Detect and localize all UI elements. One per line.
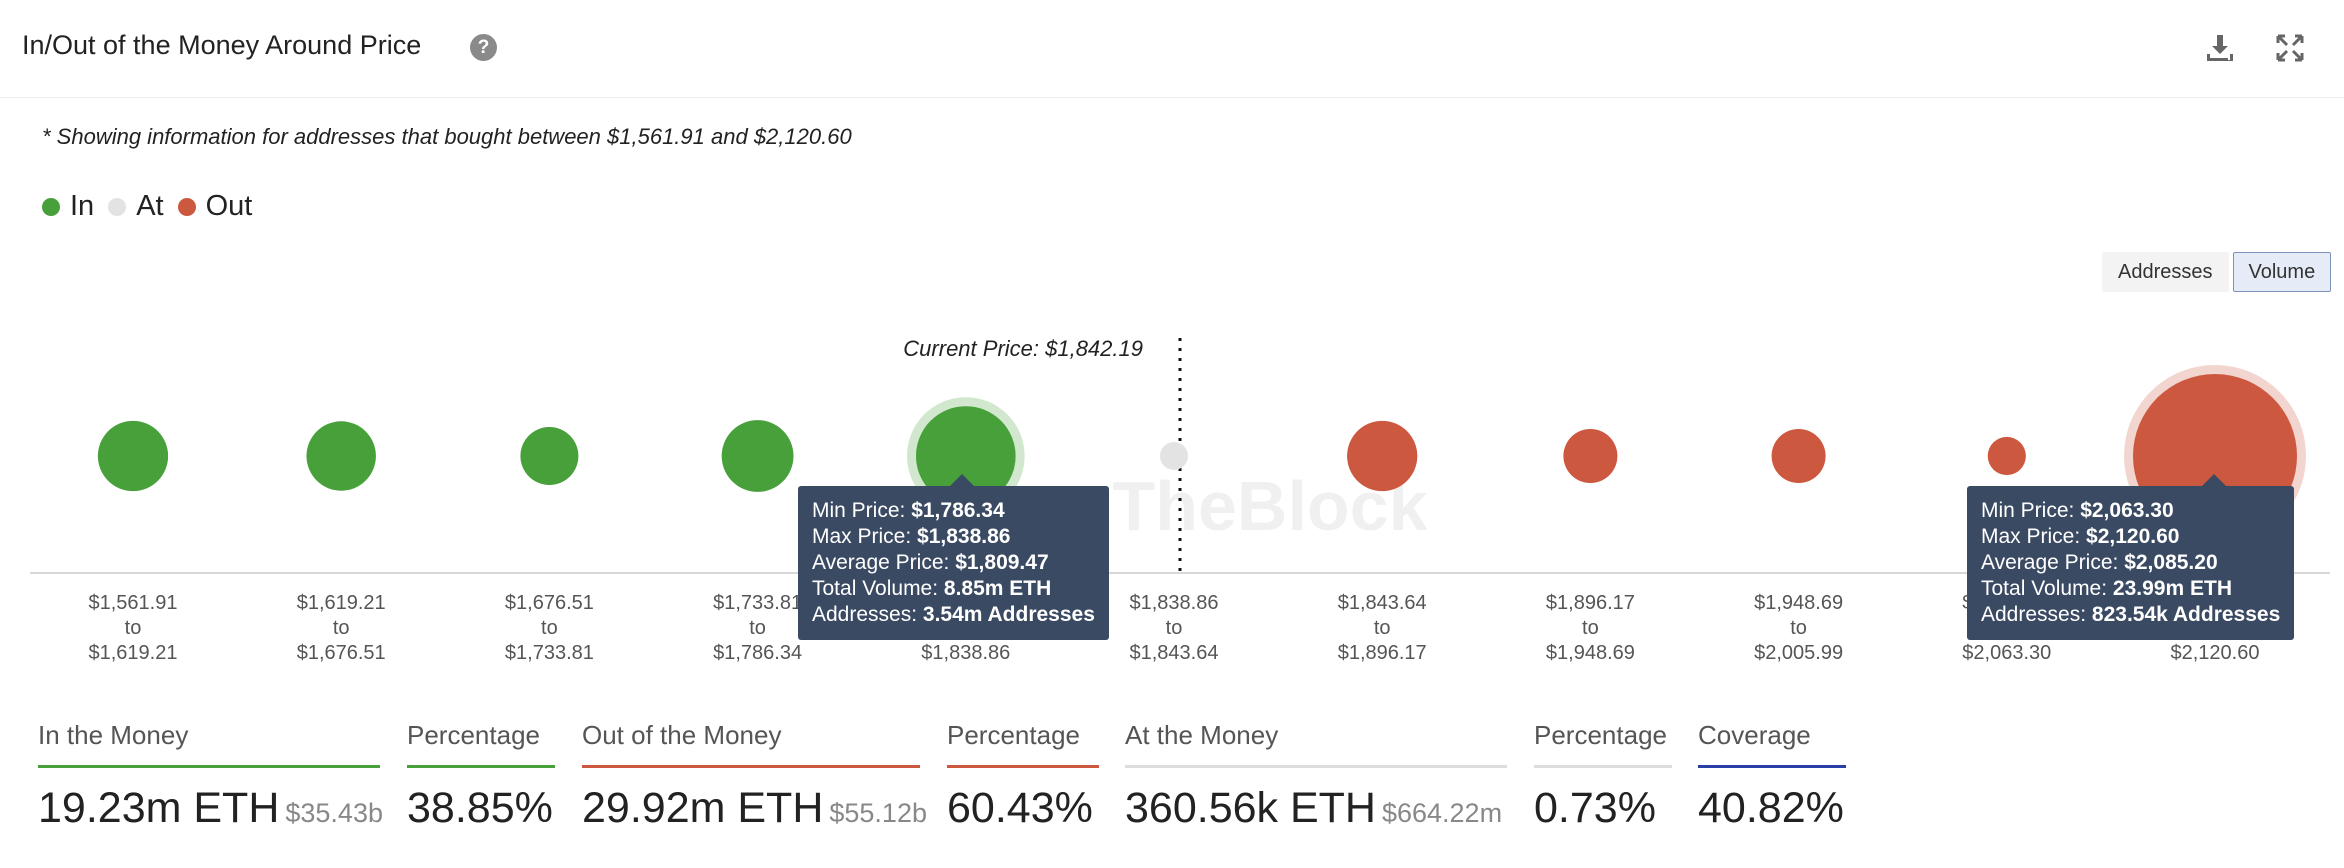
legend-dot-out <box>177 197 196 216</box>
legend: In At Out <box>42 190 266 223</box>
legend-dot-at <box>108 197 127 216</box>
tick-label-price: $1,843.64 <box>1338 592 1427 614</box>
legend-label-in: In <box>70 190 95 222</box>
tick-label-to: to <box>749 617 766 639</box>
stat-value: 29.92m ETH $55.12b <box>582 784 927 832</box>
tick-label-to: to <box>1582 617 1599 639</box>
stat-value: 0.73% <box>1534 784 1656 832</box>
tick-label-price: $1,838.86 <box>921 642 1010 664</box>
download-icon[interactable] <box>2202 30 2238 66</box>
help-icon[interactable]: ? <box>470 34 497 61</box>
tick-label-price: $1,619.21 <box>89 642 178 664</box>
current-price-label: Current Price: $1,842.19 <box>903 336 1143 361</box>
stat-at-percentage: Percentage 0.73% <box>1534 720 1672 833</box>
tooltip-bin-5: Min Price: $1,786.34 Max Price: $1,838.8… <box>798 474 1109 640</box>
bubble-in <box>915 406 1016 506</box>
stat-label: Coverage <box>1698 720 1846 768</box>
tick-label-price: $1,733.81 <box>713 592 802 614</box>
tick-label-price: $1,948.69 <box>1754 592 1843 614</box>
legend-label-at: At <box>136 190 164 222</box>
tick-label-price: $2,063.30 <box>1962 642 2051 664</box>
legend-item-in[interactable]: In <box>42 190 94 223</box>
tick-label-price: $1,843.64 <box>1130 642 1219 664</box>
summary-stats: In the Money 19.23m ETH $35.43b Percentag… <box>0 720 2344 868</box>
range-note: * Showing information for addresses that… <box>42 124 852 149</box>
legend-label-out: Out <box>205 190 253 222</box>
stat-value: 360.56k ETH $664.22m <box>1125 784 1503 832</box>
bubble-at <box>1160 442 1188 470</box>
tick-label-price: $1,733.81 <box>505 642 594 664</box>
stat-value: 19.23m ETH $35.43b <box>38 784 383 832</box>
metric-toggle: Addresses Volume <box>2098 252 2332 292</box>
tick-label-price: $1,561.91 <box>89 592 178 614</box>
legend-item-out[interactable]: Out <box>177 190 253 223</box>
tick-label-to: to <box>125 617 142 639</box>
stat-label: Percentage <box>947 720 1099 768</box>
stat-at-the-money: At the Money 360.56k ETH $664.22m <box>1125 720 1507 833</box>
stat-out-percentage: Percentage 60.43% <box>947 720 1099 833</box>
stat-in-the-money: In the Money 19.23m ETH $35.43b <box>38 720 383 833</box>
bubble-out <box>1347 420 1418 492</box>
tick-label-to: to <box>1166 617 1183 639</box>
chart-header: In/Out of the Money Around Price ? <box>0 0 2344 98</box>
tick-label-price: $1,896.17 <box>1546 592 1635 614</box>
tick-label-price: $1,896.17 <box>1338 642 1427 664</box>
tick-label-to: to <box>1374 617 1391 639</box>
stat-label: Out of the Money <box>582 720 920 768</box>
bubble-out <box>1563 429 1618 483</box>
tick-label-price: $1,838.86 <box>1130 592 1219 614</box>
tick-label-price: $1,786.34 <box>713 642 802 664</box>
stat-out-of-the-money: Out of the Money 29.92m ETH $55.12b <box>582 720 927 833</box>
stat-label: In the Money <box>38 720 380 768</box>
addresses-toggle-button[interactable]: Addresses <box>2102 252 2229 292</box>
volume-toggle-button[interactable]: Volume <box>2232 252 2332 292</box>
tooltip-bin-11: Min Price: $2,063.30 Max Price: $2,120.6… <box>1967 474 2295 640</box>
tick-label-price: $1,676.51 <box>505 592 594 614</box>
tick-label-price: $1,676.51 <box>297 642 386 664</box>
stat-value: 38.85% <box>407 784 553 832</box>
tick-label-price: $2,120.60 <box>2171 642 2260 664</box>
stat-label: At the Money <box>1125 720 1507 768</box>
tick-label-price: $1,619.21 <box>297 592 386 614</box>
bubble-in <box>306 421 376 491</box>
bubble-out <box>1771 429 1826 483</box>
tick-label-price: $1,948.69 <box>1546 642 1635 664</box>
stat-value: 40.82% <box>1698 784 1844 832</box>
stat-value: 60.43% <box>947 784 1093 832</box>
bubble-in <box>721 420 794 492</box>
stat-coverage: Coverage 40.82% <box>1698 720 1846 833</box>
stat-label: Percentage <box>407 720 555 768</box>
bubble-out <box>1987 436 2026 476</box>
expand-icon[interactable] <box>2272 30 2308 66</box>
stat-label: Percentage <box>1534 720 1672 768</box>
legend-dot-in <box>42 197 60 216</box>
legend-item-at[interactable]: At <box>108 190 164 223</box>
tick-label-to: to <box>333 617 350 639</box>
tick-label-price: $2,005.99 <box>1754 642 1843 664</box>
tick-label-to: to <box>541 617 558 639</box>
bubble-in <box>520 427 579 485</box>
page-title: In/Out of the Money Around Price <box>22 30 422 60</box>
stat-in-percentage: Percentage 38.85% <box>407 720 555 833</box>
tick-label-to: to <box>1790 617 1807 639</box>
bubble-in <box>97 420 169 492</box>
